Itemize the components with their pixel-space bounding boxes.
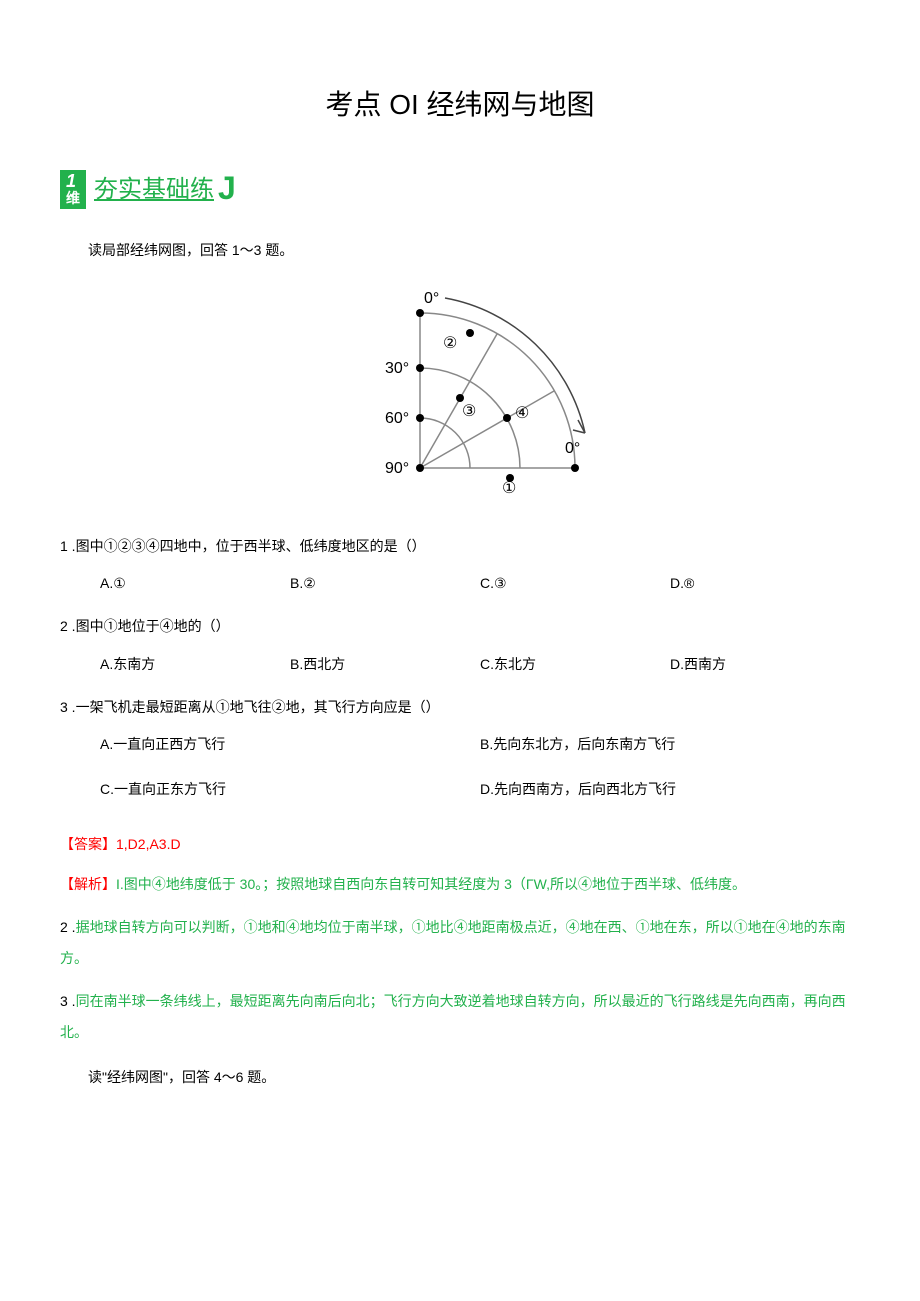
page-title: 考点 OI 经纬网与地图 <box>60 80 860 130</box>
q3-option-b: B.先向东北方，后向东南方飞行 <box>480 732 860 757</box>
explanation-3-content: 同在南半球一条纬线上，最短距离先向南后向北；飞行方向大致逆着地球自转方向，所以最… <box>60 993 846 1040</box>
q1-option-c: C.③ <box>480 571 670 596</box>
section-suffix: J <box>218 160 236 218</box>
q3-options: A.一直向正西方飞行 B.先向东北方，后向东南方飞行 C.一直向正东方飞行 D.… <box>100 732 860 802</box>
instruction-1: 读局部经纬网图，回答 1～3 题。 <box>60 238 860 263</box>
label-p3: ③ <box>462 403 476 420</box>
section-header: 1 维 夯实基础练 J <box>60 160 860 218</box>
question-3: 3 .一架飞机走最短距离从①地飞往②地，其飞行方向应是（） <box>60 695 860 720</box>
q3-option-c: C.一直向正东方飞行 <box>100 777 480 802</box>
q2-option-b: B.西北方 <box>290 652 480 677</box>
explanation-2: 2 .据地球自转方向可以判断，①地和④地均位于南半球，①地比④地距南极点近，④地… <box>60 912 860 974</box>
label-0-right: 0° <box>565 440 580 457</box>
badge-sub: 维 <box>66 191 80 206</box>
section-title: 夯实基础练 <box>94 168 214 211</box>
q2-option-a: A.东南方 <box>100 652 290 677</box>
explanation-3: 3 .同在南半球一条纬线上，最短距离先向南后向北；飞行方向大致逆着地球自转方向，… <box>60 986 860 1048</box>
q2-option-c: C.东北方 <box>480 652 670 677</box>
instruction-2: 读"经纬网图"，回答 4～6 题。 <box>60 1065 860 1090</box>
explanation-1: 【解析】I.图中④地纬度低于 30。；按照地球自西向东自转可知其经度为 3（ΓW… <box>60 869 860 900</box>
q3-option-d: D.先向西南方，后向西北方飞行 <box>480 777 860 802</box>
explanation-label: 【解析】 <box>60 876 116 892</box>
explanation-1-content: I.图中④地纬度低于 30。；按照地球自西向东自转可知其经度为 3（ΓW,所以④… <box>116 876 746 892</box>
label-p2: ② <box>443 335 457 352</box>
latitude-longitude-diagram: 0° 30° 60° 90° 0° ① ② ③ ④ <box>330 278 590 498</box>
q2-options: A.东南方 B.西北方 C.东北方 D.西南方 <box>100 652 860 677</box>
label-90: 90° <box>385 460 409 477</box>
question-1: 1 .图中①②③④四地中，位于西半球、低纬度地区的是（） <box>60 534 860 559</box>
label-60: 60° <box>385 410 409 427</box>
q2-option-d: D.西南方 <box>670 652 860 677</box>
explanation-3-num: 3 . <box>60 993 76 1009</box>
q1-option-b: B.② <box>290 571 480 596</box>
explanation-2-content: 据地球自转方向可以判断，①地和④地均位于南半球，①地比④地距南极点近，④地在西、… <box>60 919 846 966</box>
q3-option-a: A.一直向正西方飞行 <box>100 732 480 757</box>
label-p1: ① <box>502 480 516 497</box>
explanation-2-num: 2 . <box>60 919 76 935</box>
section-badge: 1 维 <box>60 170 86 209</box>
label-p4: ④ <box>515 405 529 422</box>
diagram-container: 0° 30° 60° 90° 0° ① ② ③ ④ <box>60 278 860 509</box>
answer-label: 【答案】1,D2,A3.D <box>60 832 860 857</box>
label-0-top: 0° <box>424 290 439 307</box>
question-2: 2 .图中①地位于④地的（） <box>60 614 860 639</box>
q1-option-a: A.① <box>100 571 290 596</box>
answer-section: 【答案】1,D2,A3.D 【解析】I.图中④地纬度低于 30。；按照地球自西向… <box>60 832 860 1047</box>
q1-options: A.① B.② C.③ D.® <box>100 571 860 596</box>
label-30: 30° <box>385 360 409 377</box>
badge-number: 1 <box>66 171 76 191</box>
q1-option-d: D.® <box>670 571 860 596</box>
